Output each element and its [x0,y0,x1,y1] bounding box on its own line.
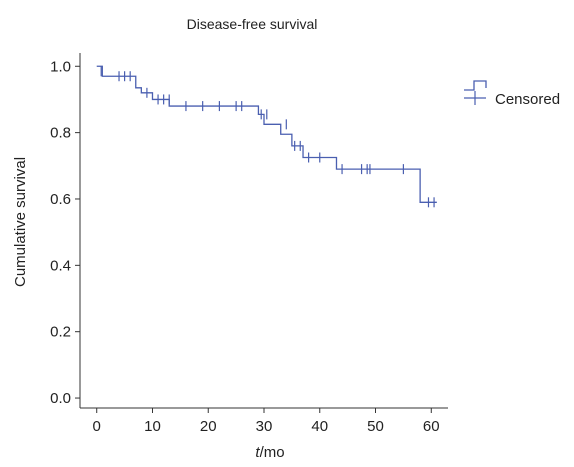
x-axis-title-var: t [255,444,260,461]
x-tick-label: 10 [144,418,161,435]
x-tick-label: 0 [93,418,101,435]
censor-marks [100,66,435,208]
x-tick-label: 20 [200,418,217,435]
y-tick-label: 0.0 [50,390,71,407]
y-ticks: 0.0 0.2 0.4 0.6 0.8 1.0 [50,58,80,407]
y-tick-label: 1.0 [50,58,71,75]
legend-step-swatch [464,80,487,91]
legend-censored-label: Censored [495,91,560,108]
x-tick-label: 50 [367,418,384,435]
y-tick-label: 0.6 [50,191,71,208]
x-tick-label: 30 [256,418,273,435]
legend: Censored [464,80,560,108]
y-tick-label: 0.2 [50,324,71,341]
y-tick-label: 0.8 [50,125,71,142]
y-axis-title: Cumulative survival [12,157,29,287]
x-axis-title-unit: /mo [260,444,285,461]
y-tick-label: 0.4 [50,257,71,274]
x-tick-label: 40 [311,418,328,435]
x-axis-title: t/mo [255,444,284,461]
survival-curve [96,65,437,203]
chart-title: Disease-free survival [187,16,318,32]
plot-area [96,65,437,208]
x-ticks: 0 10 20 30 40 50 60 [93,408,440,435]
x-tick-label: 60 [423,418,440,435]
